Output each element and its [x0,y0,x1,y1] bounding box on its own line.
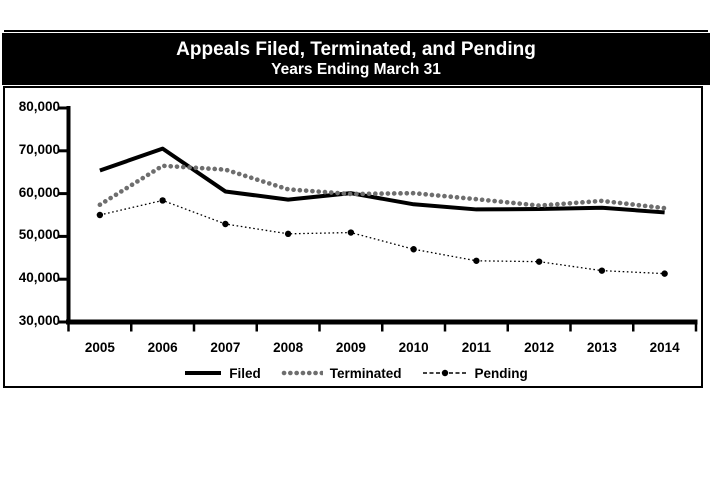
x-axis-tick-label: 2013 [586,340,617,355]
x-axis-tick-label: 2009 [335,340,366,355]
legend-item-terminated: Terminated [281,366,402,381]
legend-item-pending: Pending [422,366,528,381]
terminated-line-swatch [281,370,323,376]
x-axis-tick-label: 2012 [524,340,555,355]
x-axis-tick-label: 2011 [461,340,492,355]
x-axis-tick-label: 2010 [398,340,429,355]
y-axis-tick-label: 70,000 [18,141,60,157]
filed-line-swatch [185,371,222,375]
chart-legend: Filed Terminated Pending [0,362,712,384]
legend-label-filed: Filed [229,365,261,381]
chart-title: Appeals Filed, Terminated, and Pending [176,39,536,61]
y-axis-tick-label: 80,000 [18,99,60,114]
y-axis-tick-label: 40,000 [18,270,60,286]
title-band: Appeals Filed, Terminated, and Pending Y… [2,33,710,85]
legend-item-filed: Filed [184,366,261,381]
pending-line-swatch [422,369,467,377]
x-axis-tick-label: 2008 [273,340,304,355]
x-axis-tick-label: 2006 [147,340,178,355]
x-axis-tick-label: 2005 [84,340,115,355]
plot-frame [3,86,703,388]
top-divider-rule [4,30,708,32]
y-axis-tick-label: 30,000 [18,313,60,328]
x-axis-tick-label: 2014 [649,340,680,355]
y-axis-tick-label: 60,000 [18,184,60,200]
x-axis-tick-label: 2007 [210,340,241,355]
legend-label-terminated: Terminated [329,365,402,381]
y-axis-tick-label: 50,000 [18,227,60,243]
legend-label-pending: Pending [474,365,528,381]
chart-subtitle: Years Ending March 31 [271,61,441,79]
